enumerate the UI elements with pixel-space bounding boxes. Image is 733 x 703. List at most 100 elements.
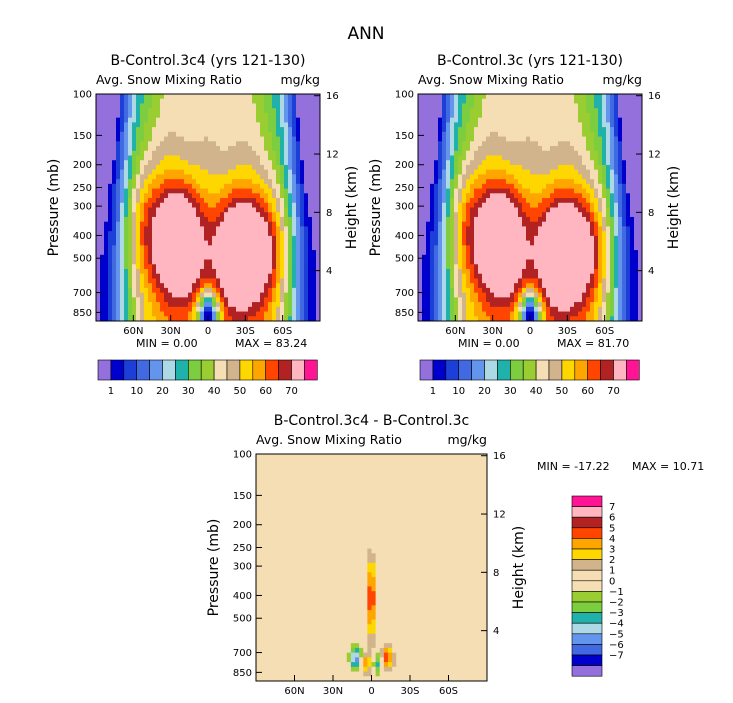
- field-cell: [466, 94, 471, 100]
- field-cell: [534, 127, 539, 133]
- field-cell: [280, 287, 285, 294]
- field-cell: [522, 216, 527, 223]
- field-cell: [156, 127, 161, 133]
- field-cell: [312, 146, 317, 152]
- field-cell: [96, 287, 101, 294]
- field-cell: [446, 264, 451, 270]
- field-cell: [204, 297, 209, 303]
- field-cell: [192, 169, 197, 175]
- field-cell: [120, 160, 125, 166]
- field-cell: [598, 311, 603, 317]
- field-cell: [236, 264, 241, 270]
- field-cell: [260, 198, 265, 204]
- field-cell: [570, 283, 575, 289]
- field-cell: [256, 245, 261, 251]
- field-cell: [120, 164, 125, 171]
- field-cell: [418, 250, 423, 256]
- field-cell: [316, 226, 321, 232]
- field-cell: [478, 212, 483, 218]
- field-cell: [96, 188, 101, 194]
- field-cell: [586, 150, 591, 156]
- field-cell: [256, 188, 261, 194]
- field-cell: [418, 160, 423, 166]
- field-cell: [276, 127, 281, 133]
- field-cell: [108, 311, 113, 317]
- field-cell: [594, 240, 599, 246]
- field-cell: [598, 259, 603, 265]
- field-cell: [462, 150, 467, 156]
- field-cell: [160, 273, 165, 279]
- field-cell: [212, 117, 217, 123]
- field-cell: [462, 268, 467, 275]
- field-cell: [586, 193, 591, 199]
- field-cell: [204, 283, 209, 289]
- field-cell: [522, 240, 527, 246]
- field-cell: [216, 259, 221, 265]
- field-cell: [192, 174, 197, 180]
- field-cell: [216, 226, 221, 232]
- field-cell: [418, 193, 423, 199]
- field-cell: [470, 136, 475, 142]
- field-cell: [422, 250, 427, 256]
- field-cell: [216, 108, 221, 114]
- field-cell: [236, 160, 241, 166]
- field-cell: [478, 160, 483, 166]
- field-cell: [128, 98, 133, 104]
- field-cell: [542, 174, 547, 180]
- field-cell: [446, 103, 451, 109]
- field-cell: [446, 169, 451, 175]
- field-cell: [562, 103, 567, 109]
- field-cell: [538, 216, 543, 223]
- field-cell: [184, 245, 189, 251]
- field-cell: [422, 207, 427, 213]
- field-cell: [164, 216, 169, 223]
- field-cell: [478, 306, 483, 312]
- field-cell: [506, 316, 511, 322]
- field-cell: [602, 146, 607, 152]
- field-cell: [590, 216, 595, 223]
- field-cell: [602, 212, 607, 218]
- field-cell: [510, 311, 515, 317]
- field-cell: [570, 108, 575, 114]
- field-cell: [276, 216, 281, 223]
- field-cell: [140, 150, 145, 156]
- field-cell: [558, 155, 563, 161]
- field-cell: [212, 122, 217, 128]
- field-cell: [304, 311, 309, 317]
- field-cell: [300, 179, 305, 185]
- field-cell: [112, 136, 117, 142]
- field-cell: [204, 117, 209, 123]
- field-cell: [486, 268, 491, 275]
- field-cell: [276, 226, 281, 232]
- field-cell: [418, 297, 423, 303]
- field-cell: [438, 141, 443, 147]
- field-cell: [570, 179, 575, 185]
- field-cell: [224, 198, 229, 204]
- field-cell: [602, 94, 607, 100]
- field-cell: [522, 254, 527, 260]
- field-cell: [228, 150, 233, 156]
- field-cell: [474, 146, 479, 152]
- field-cell: [586, 207, 591, 213]
- field-cell: [188, 202, 193, 208]
- field-cell: [288, 103, 293, 109]
- field-cell: [240, 226, 245, 232]
- field-cell: [550, 221, 555, 227]
- field-cell: [546, 302, 551, 308]
- field-cell: [128, 155, 133, 161]
- field-cell: [256, 146, 261, 152]
- field-cell: [276, 98, 281, 104]
- field-cell: [104, 302, 109, 308]
- field-cell: [220, 297, 225, 303]
- field-cell: [470, 183, 475, 189]
- field-cell: [450, 259, 455, 265]
- field-cell: [228, 221, 233, 227]
- field-cell: [506, 141, 511, 147]
- field-cell: [260, 108, 265, 114]
- field-cell: [272, 221, 277, 227]
- field-cell: [236, 311, 241, 317]
- field-cell: [104, 112, 109, 119]
- field-cell: [112, 273, 117, 279]
- field-cell: [482, 231, 487, 237]
- legend-swatch: [278, 359, 292, 381]
